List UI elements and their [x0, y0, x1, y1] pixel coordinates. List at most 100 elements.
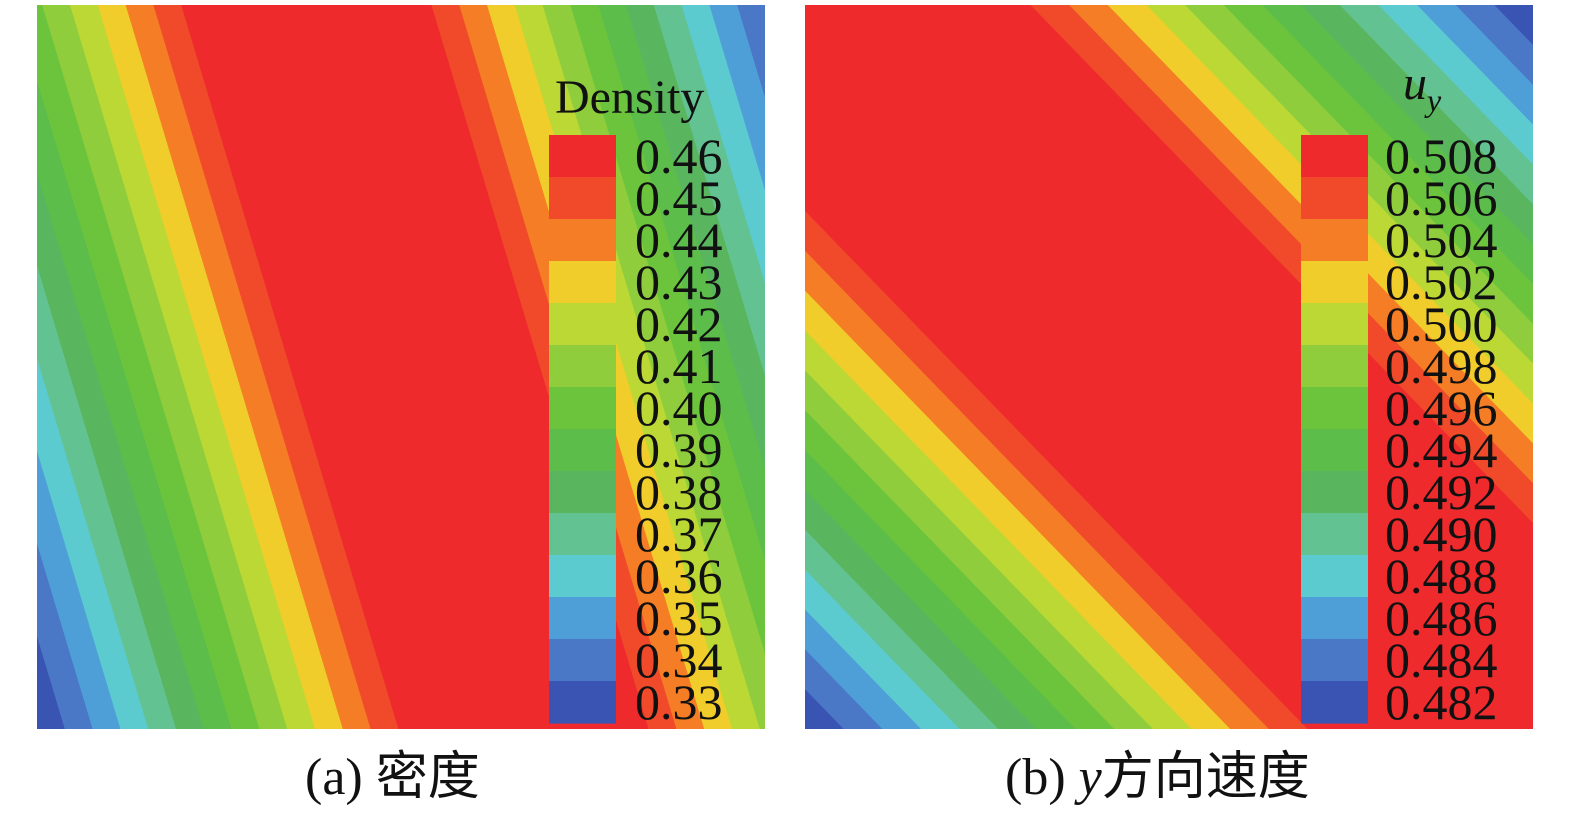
velocity-y-colorbar-label-6: 0.496 [1385, 380, 1498, 436]
density-band-11 [125, 5, 372, 729]
velocity-y-colorbar-label-7: 0.494 [1385, 422, 1498, 478]
caption-b-variable: y [1078, 749, 1102, 806]
caption-b-prefix: (b) [1005, 749, 1079, 806]
velocity-y-colorbar-swatch-10 [1301, 555, 1368, 598]
density-colorbar-label-5: 0.41 [635, 338, 723, 394]
density-colorbar-label-11: 0.35 [635, 590, 723, 646]
velocity-y-colorbar-label-5: 0.498 [1385, 338, 1498, 394]
velocity-y-band-24 [1030, 5, 1533, 524]
velocity-y-contour-bands [805, 5, 1533, 729]
density-colorbar-swatch-6 [549, 387, 616, 430]
velocity-y-colorbar-swatch-5 [1301, 345, 1368, 388]
velocity-y-colorbar-swatch-1 [1301, 177, 1368, 220]
velocity-y-contour-plot: 0.508 0.506 0.504 0.502 0.500 0.498 0.496 0.494… [805, 5, 1533, 729]
density-band-15 [236, 5, 483, 729]
density-band-12 [153, 5, 400, 729]
velocity-y-colorbar-title: uy [1403, 57, 1442, 118]
density-colorbar-label-8: 0.38 [635, 464, 723, 520]
velocity-y-colorbar-label-11: 0.486 [1385, 590, 1498, 646]
caption-velocity-y: (b) y方向速度 [1005, 752, 1310, 804]
velocity-y-colorbar-label-2: 0.504 [1385, 212, 1498, 268]
velocity-y-colorbar-swatch-9 [1301, 513, 1368, 556]
density-contour-plot: 0.46 0.45 0.44 0.43 0.42 0.41 0.40 0.39 0.38 0.37… [37, 5, 765, 729]
velocity-y-colorbar-label-3: 0.502 [1385, 254, 1498, 310]
velocity-y-colorbar-swatch-7 [1301, 429, 1368, 472]
density-colorbar-swatch-5 [549, 345, 616, 388]
density-band-9 [70, 5, 316, 729]
velocity-y-colorbar-label-10: 0.488 [1385, 548, 1498, 604]
density-band-17 [292, 5, 539, 729]
velocity-y-band-1 [805, 648, 884, 729]
velocity-y-title-sub: y [1424, 82, 1442, 118]
velocity-y-colorbar-swatch-3 [1301, 261, 1368, 304]
caption-density: (a) 密度 [305, 749, 480, 806]
density-band-30 [653, 5, 765, 376]
velocity-y-colorbar-swatch-8 [1301, 471, 1368, 514]
velocity-y-contour-svg: 0.5080.5060.5040.5020.5000.4980.4960.494… [805, 5, 1533, 729]
velocity-y-colorbar-swatch-11 [1301, 597, 1368, 640]
density-colorbar-label-6: 0.40 [635, 380, 723, 436]
density-colorbar-swatch-4 [549, 303, 616, 346]
density-colorbar-label-10: 0.36 [635, 548, 723, 604]
velocity-y-colorbar-swatch-6 [1301, 387, 1368, 430]
velocity-y-colorbar-swatch-2 [1301, 219, 1368, 262]
density-colorbar: 0.460.450.440.430.420.410.400.390.380.37… [549, 128, 723, 729]
density-colorbar-swatch-0 [549, 135, 616, 178]
density-band-7 [37, 5, 261, 729]
velocity-y-band-22 [953, 5, 1533, 603]
density-colorbar-swatch-11 [549, 597, 616, 640]
density-band-32 [709, 5, 765, 191]
density-colorbar-swatch-13 [549, 681, 616, 724]
density-band-29 [626, 5, 765, 469]
density-colorbar-swatch-3 [549, 261, 616, 304]
velocity-y-colorbar-label-9: 0.490 [1385, 506, 1498, 562]
density-colorbar-swatch-9 [549, 513, 616, 556]
density-colorbar-label-12: 0.34 [635, 632, 723, 688]
density-band-13 [181, 5, 427, 729]
density-band-10 [97, 5, 344, 729]
velocity-y-colorbar: 0.5080.5060.5040.5020.5000.4980.4960.494… [1301, 128, 1498, 729]
density-colorbar-title: Density [555, 71, 704, 124]
density-contour-svg: 0.460.450.440.430.420.410.400.390.380.37… [37, 5, 765, 729]
velocity-y-colorbar-label-13: 0.482 [1385, 674, 1498, 729]
density-colorbar-swatch-2 [549, 219, 616, 262]
density-band-28 [598, 5, 765, 561]
velocity-y-band-20 [875, 5, 1533, 683]
velocity-y-colorbar-swatch-4 [1301, 303, 1368, 346]
density-colorbar-swatch-10 [549, 555, 616, 598]
velocity-y-colorbar-label-4: 0.500 [1385, 296, 1498, 352]
density-colorbar-label-7: 0.39 [635, 422, 723, 478]
velocity-y-title-base: u [1403, 57, 1427, 110]
velocity-y-colorbar-swatch-13 [1301, 681, 1368, 724]
density-colorbar-swatch-8 [549, 471, 616, 514]
velocity-y-band-0 [805, 688, 845, 729]
velocity-y-band-29 [1223, 5, 1533, 324]
velocity-y-colorbar-label-8: 0.492 [1385, 464, 1498, 520]
density-band-16 [264, 5, 511, 729]
density-band-27 [570, 5, 765, 654]
density-colorbar-label-9: 0.37 [635, 506, 723, 562]
velocity-y-colorbar-swatch-12 [1301, 639, 1368, 682]
density-colorbar-label-13: 0.33 [635, 674, 723, 729]
velocity-y-colorbar-swatch-0 [1301, 135, 1368, 178]
velocity-y-band-28 [1185, 5, 1533, 364]
density-band-8 [42, 5, 289, 729]
velocity-y-band-23 [991, 5, 1533, 563]
velocity-y-colorbar-label-1: 0.506 [1385, 170, 1498, 226]
density-colorbar-label-4: 0.42 [635, 296, 723, 352]
density-colorbar-swatch-12 [549, 639, 616, 682]
caption-b-suffix: 方向速度 [1101, 749, 1310, 806]
density-colorbar-label-2: 0.44 [635, 212, 723, 268]
density-band-14 [209, 5, 455, 729]
density-colorbar-swatch-7 [549, 429, 616, 472]
density-band-19 [348, 5, 594, 729]
density-colorbar-label-1: 0.45 [635, 170, 723, 226]
density-colorbar-label-0: 0.46 [635, 128, 723, 184]
density-colorbar-swatch-1 [549, 177, 616, 220]
density-band-31 [681, 5, 765, 284]
velocity-y-colorbar-label-12: 0.484 [1385, 632, 1498, 688]
density-band-33 [737, 5, 765, 98]
density-colorbar-label-3: 0.43 [635, 254, 723, 310]
velocity-y-colorbar-label-0: 0.508 [1385, 128, 1498, 184]
density-band-18 [320, 5, 566, 729]
